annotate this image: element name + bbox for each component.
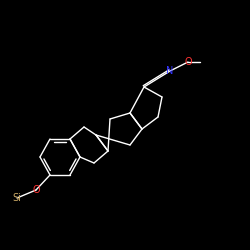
Text: O: O (184, 57, 192, 67)
Text: N: N (166, 66, 174, 76)
Text: O: O (32, 185, 40, 195)
Text: Si: Si (12, 193, 22, 203)
